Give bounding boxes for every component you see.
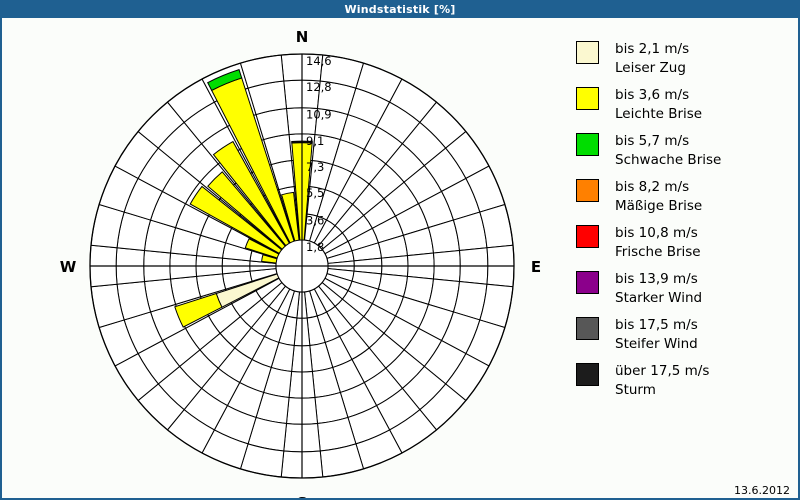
legend-label: bis 3,6 m/s Leichte Brise [615, 86, 702, 124]
axis-lines [89, 53, 515, 479]
legend-speed-label: bis 10,8 m/s [615, 225, 698, 241]
compass-label-n: N [296, 28, 309, 46]
legend-color-swatch [576, 179, 599, 202]
legend-speed-label: über 17,5 m/s [615, 363, 710, 379]
legend-name-label: Leiser Zug [615, 60, 686, 76]
windrose-svg: 1,8 3,6 5,5 7,3 9,1 10,9 12,8 14,6 N E S W [60, 28, 541, 500]
polar-grid [89, 53, 515, 479]
radial-tick-label: 7,3 [306, 160, 324, 174]
legend-item: bis 8,2 m/s Mäßige Brise [576, 178, 796, 216]
window-title: Windstatistik [%] [344, 3, 456, 16]
radial-tick-label: 10,9 [306, 108, 332, 122]
legend-speed-label: bis 17,5 m/s [615, 317, 698, 333]
compass-label-s: S [297, 494, 308, 500]
legend-item: bis 17,5 m/s Steifer Wind [576, 316, 796, 354]
legend-item: über 17,5 m/s Sturm [576, 362, 796, 400]
legend-color-swatch [576, 225, 599, 248]
legend-speed-label: bis 2,1 m/s [615, 41, 690, 57]
radial-tick-label: 3,6 [306, 214, 324, 228]
windrose-plot: 1,8 3,6 5,5 7,3 9,1 10,9 12,8 14,6 N E S W [2, 18, 572, 500]
legend-speed-label: bis 3,6 m/s [615, 87, 690, 103]
legend: bis 2,1 m/s Leiser Zug bis 3,6 m/s Leichte … [576, 40, 796, 408]
legend-label: bis 10,8 m/s Frische Brise [615, 224, 701, 262]
legend-color-swatch [576, 87, 599, 110]
radial-tick-label: 1,8 [306, 240, 324, 254]
wind-petal-segment [174, 292, 223, 328]
legend-color-swatch [576, 317, 599, 340]
legend-item: bis 13,9 m/s Starker Wind [576, 270, 796, 308]
axis-labels: 1,8 3,6 5,5 7,3 9,1 10,9 12,8 14,6 N E S W [60, 28, 541, 500]
legend-label: bis 8,2 m/s Mäßige Brise [615, 178, 702, 216]
legend-color-swatch [576, 41, 599, 64]
radial-tick-label: 5,5 [306, 186, 324, 200]
legend-color-swatch [576, 363, 599, 386]
legend-speed-label: bis 8,2 m/s [615, 179, 690, 195]
legend-label: bis 2,1 m/s Leiser Zug [615, 40, 689, 78]
legend-name-label: Starker Wind [615, 290, 703, 306]
date-stamp: 13.6.2012 [734, 484, 790, 497]
legend-item: bis 10,8 m/s Frische Brise [576, 224, 796, 262]
legend-item: bis 3,6 m/s Leichte Brise [576, 86, 796, 124]
legend-name-label: Schwache Brise [615, 152, 722, 168]
legend-color-swatch [576, 133, 599, 156]
legend-name-label: Mäßige Brise [615, 198, 703, 214]
radial-tick-label: 12,8 [306, 80, 332, 94]
radial-tick-label: 14,6 [306, 54, 332, 68]
window-title-bar: Windstatistik [%] [2, 2, 798, 18]
compass-label-w: W [60, 258, 77, 276]
legend-name-label: Leichte Brise [615, 106, 703, 122]
legend-name-label: Frische Brise [615, 244, 701, 260]
legend-label: über 17,5 m/s Sturm [615, 362, 709, 400]
legend-label: bis 17,5 m/s Steifer Wind [615, 316, 698, 354]
legend-speed-label: bis 5,7 m/s [615, 133, 690, 149]
legend-name-label: Steifer Wind [615, 336, 698, 352]
legend-item: bis 5,7 m/s Schwache Brise [576, 132, 796, 170]
legend-speed-label: bis 13,9 m/s [615, 271, 698, 287]
legend-color-swatch [576, 271, 599, 294]
compass-label-e: E [531, 258, 541, 276]
wind-petal-segment [206, 69, 243, 92]
outer-ring [89, 53, 515, 479]
legend-label: bis 5,7 m/s Schwache Brise [615, 132, 721, 170]
legend-name-label: Sturm [615, 382, 656, 398]
legend-label: bis 13,9 m/s Starker Wind [615, 270, 702, 308]
radial-tick-label: 9,1 [306, 134, 324, 148]
legend-item: bis 2,1 m/s Leiser Zug [576, 40, 796, 78]
